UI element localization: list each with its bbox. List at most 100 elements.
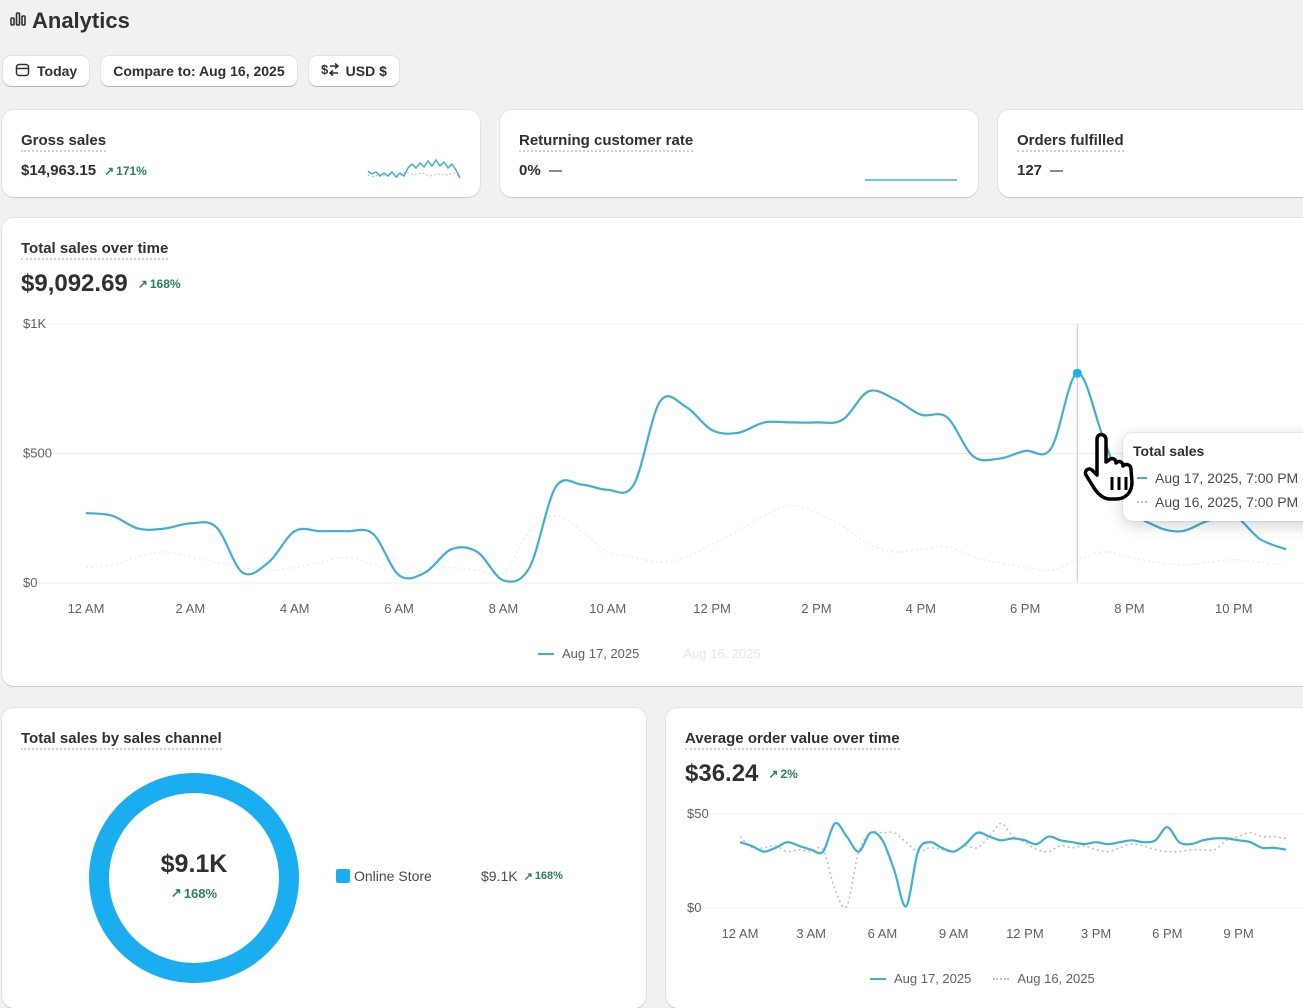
arrow-up-right-icon: ↗ bbox=[523, 870, 533, 883]
legend-swatch-online-store bbox=[336, 869, 350, 883]
date-range-button[interactable]: Today bbox=[3, 56, 90, 86]
y-tick-label: $1K bbox=[23, 316, 46, 331]
x-tick-label: 6 PM bbox=[1010, 601, 1040, 616]
kpi-title: Gross sales bbox=[21, 132, 107, 152]
channel-legend-row[interactable]: Online Store $9.1K ↗ 168% bbox=[336, 868, 563, 884]
delta-value: 168% bbox=[149, 277, 181, 291]
aov-delta: ↗ 2% bbox=[768, 767, 797, 781]
x-tick-label: 4 AM bbox=[280, 601, 310, 616]
channel-delta: ↗ 168% bbox=[524, 870, 563, 883]
aov-value: $36.24 bbox=[685, 760, 759, 787]
arrow-up-right-icon: ↗ bbox=[768, 767, 779, 781]
x-tick-label: 6 PM bbox=[1152, 926, 1182, 941]
x-tick-label: 8 PM bbox=[1114, 601, 1144, 616]
series-line-current bbox=[85, 372, 1287, 583]
hand-pointer-cursor-icon bbox=[1083, 432, 1134, 501]
kpi-card-returning-customer-rate[interactable]: Returning customer rate 0% bbox=[500, 110, 978, 197]
tooltip-title: Total sales bbox=[1133, 443, 1205, 459]
legend-swatch-current bbox=[870, 977, 886, 980]
page-header: Analytics bbox=[10, 8, 130, 34]
kpi-delta-value: 171% bbox=[116, 163, 147, 178]
x-tick-label: 6 AM bbox=[868, 926, 898, 941]
donut-center-delta: ↗ 168% bbox=[171, 885, 217, 901]
y-tick-label: $0 bbox=[23, 575, 37, 590]
no-change-dash bbox=[1050, 169, 1064, 172]
compare-label: Compare to: Aug 16, 2025 bbox=[113, 63, 285, 79]
x-tick-label: 12 PM bbox=[693, 601, 731, 616]
kpi-value: 0% bbox=[519, 162, 541, 179]
x-tick-label: 12 PM bbox=[1006, 926, 1044, 941]
currency-label: USD $ bbox=[345, 63, 387, 79]
y-tick-label: $0 bbox=[687, 900, 701, 915]
legend-previous-label[interactable]: Aug 16, 2025 bbox=[683, 646, 761, 661]
delta-value: 168% bbox=[183, 885, 218, 901]
date-range-label: Today bbox=[37, 63, 78, 79]
tooltip-current-label: Aug 17, 2025, 7:00 PM bbox=[1155, 470, 1299, 486]
donut-segment-online-store bbox=[89, 773, 299, 983]
compare-button[interactable]: Compare to: Aug 16, 2025 bbox=[101, 56, 297, 86]
x-tick-label: 10 PM bbox=[1215, 601, 1253, 616]
kpi-value: 127 bbox=[1017, 162, 1043, 179]
legend-swatch-current bbox=[538, 652, 554, 655]
x-tick-label: 12 AM bbox=[722, 926, 759, 941]
y-tick-label: $50 bbox=[687, 806, 709, 821]
x-tick-label: 10 AM bbox=[589, 601, 626, 616]
delta-value: 2% bbox=[780, 767, 798, 781]
channel-name: Online Store bbox=[354, 868, 432, 884]
calendar-icon bbox=[15, 62, 30, 80]
tooltip-row-previous: Aug 16, 2025, 7:00 PM bbox=[1137, 494, 1298, 510]
aov-card: Average order value over time $36.24 ↗ 2… bbox=[666, 708, 1303, 1008]
total-sales-legend: Aug 17, 2025 Aug 16, 2025 bbox=[538, 646, 761, 661]
legend-swatch-previous bbox=[993, 977, 1010, 980]
aov-chart[interactable]: $0 $50 12 AM 3 AM 6 AM 9 AM 12 PM 3 PM 6 PM 9 PM bbox=[666, 800, 1303, 950]
total-sales-delta: ↗ 168% bbox=[138, 277, 181, 291]
tooltip-swatch-previous bbox=[1137, 501, 1147, 503]
x-tick-label: 8 AM bbox=[489, 601, 519, 616]
page-title: Analytics bbox=[32, 8, 130, 33]
sales-channel-donut[interactable] bbox=[86, 770, 302, 986]
legend-current-label[interactable]: Aug 17, 2025 bbox=[894, 971, 972, 986]
arrow-up-right-icon: ↗ bbox=[137, 277, 148, 291]
no-change-dash bbox=[548, 169, 562, 172]
kpi-delta: ↗ 171% bbox=[104, 164, 147, 178]
gross-sales-sparkline bbox=[367, 158, 461, 179]
x-tick-label: 12 AM bbox=[68, 601, 105, 616]
chart-tooltip: Total sales Aug 17, 2025, 7:00 PM Aug 16… bbox=[1123, 433, 1303, 521]
currency-button[interactable]: $ USD $ bbox=[308, 56, 399, 86]
currency-exchange-icon: $ bbox=[321, 62, 339, 80]
bar-chart-icon bbox=[10, 11, 26, 31]
section-title: Total sales by sales channel bbox=[21, 730, 222, 750]
kpi-value: $14,963.15 bbox=[21, 162, 97, 179]
arrow-up-right-icon: ↗ bbox=[104, 163, 115, 178]
sparkline-current bbox=[367, 158, 461, 179]
filter-toolbar: Today Compare to: Aug 16, 2025 $ USD $ bbox=[3, 56, 399, 86]
series-line-previous bbox=[85, 504, 1287, 576]
channel-value: $9.1K bbox=[481, 868, 518, 884]
legend-current-label[interactable]: Aug 17, 2025 bbox=[562, 646, 640, 661]
arrow-up-right-icon: ↗ bbox=[170, 885, 182, 900]
y-tick-label: $500 bbox=[23, 446, 52, 461]
kpi-title: Returning customer rate bbox=[519, 132, 694, 152]
x-tick-label: 6 AM bbox=[384, 601, 414, 616]
total-sales-card: Total sales over time $9,092.69 ↗ 168% $… bbox=[2, 218, 1303, 686]
section-title: Total sales over time bbox=[21, 240, 169, 260]
total-sales-chart[interactable]: $0 $500 $1K 12 AM 2 AM 4 AM 6 AM 8 AM 10 AM 12 PM… bbox=[2, 308, 1303, 628]
series-line-previous bbox=[739, 822, 1287, 909]
x-tick-label: 2 PM bbox=[801, 601, 831, 616]
sales-by-channel-card: Total sales by sales channel $9.1K ↗ 168… bbox=[2, 708, 646, 1008]
returning-rate-sparkline bbox=[865, 179, 957, 181]
tooltip-row-current: Aug 17, 2025, 7:00 PM bbox=[1137, 470, 1298, 486]
kpi-card-orders-fulfilled[interactable]: Orders fulfilled 127 bbox=[998, 110, 1303, 197]
tooltip-swatch-current bbox=[1137, 477, 1147, 479]
x-tick-label: 9 AM bbox=[939, 926, 969, 941]
kpi-card-gross-sales[interactable]: Gross sales $14,963.15 ↗ 171% bbox=[2, 110, 480, 197]
legend-previous-label[interactable]: Aug 16, 2025 bbox=[1017, 971, 1095, 986]
x-tick-label: 2 AM bbox=[176, 601, 206, 616]
delta-value: 168% bbox=[534, 870, 563, 882]
x-tick-label: 4 PM bbox=[906, 601, 936, 616]
x-tick-label: 3 PM bbox=[1081, 926, 1111, 941]
x-tick-label: 3 AM bbox=[796, 926, 826, 941]
kpi-title: Orders fulfilled bbox=[1017, 132, 1124, 152]
total-sales-value: $9,092.69 bbox=[21, 270, 128, 297]
svg-text:$: $ bbox=[321, 62, 329, 77]
